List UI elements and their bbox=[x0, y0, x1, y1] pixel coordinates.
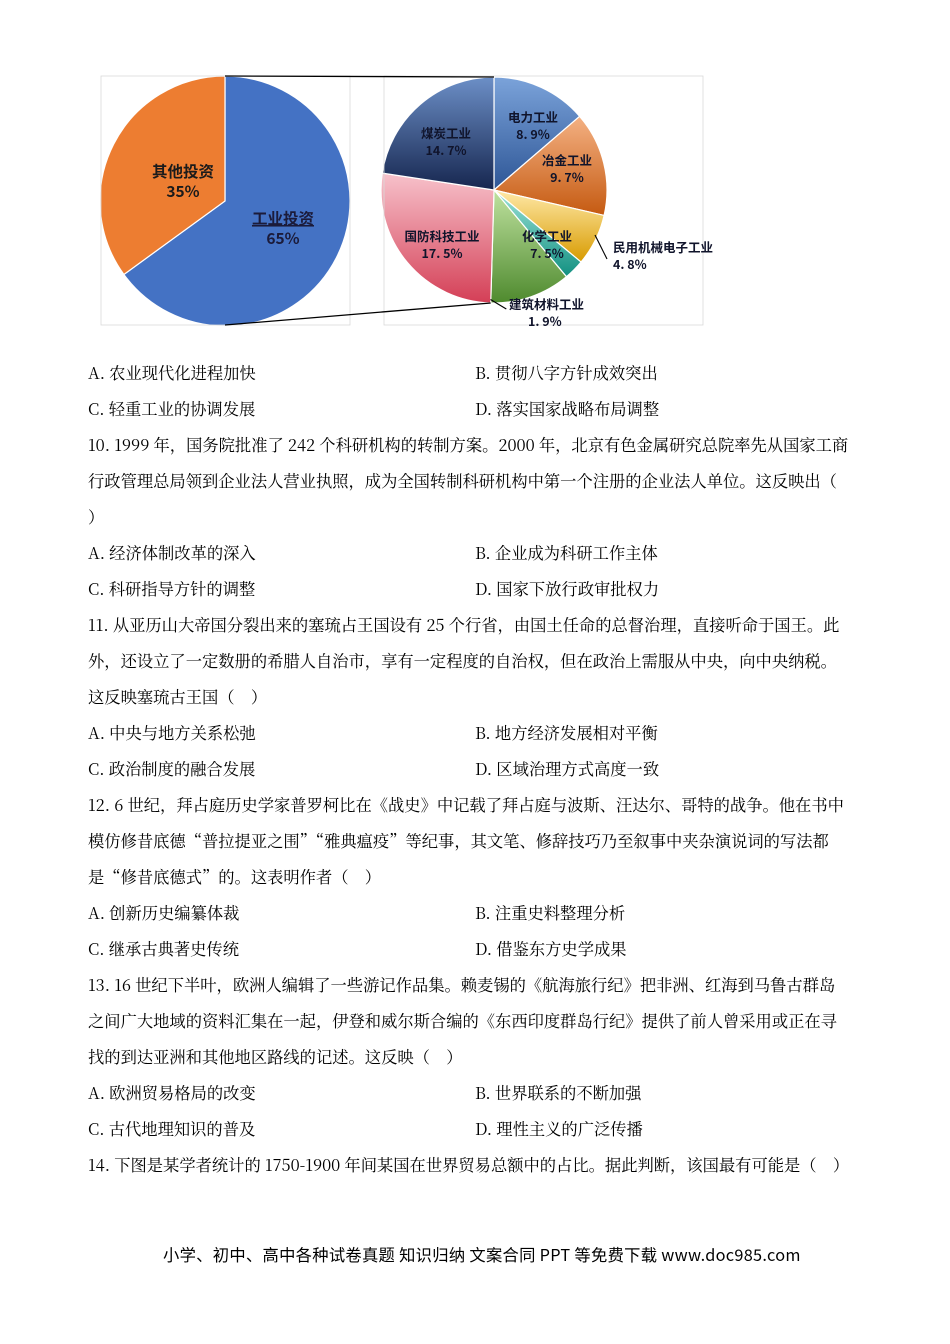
svg-text:17. 5%: 17. 5% bbox=[421, 243, 462, 262]
svg-text:9. 7%: 9. 7% bbox=[550, 167, 584, 186]
svg-text:4. 8%: 4. 8% bbox=[613, 254, 647, 273]
svg-text:35%: 35% bbox=[166, 180, 199, 202]
svg-text:其他投资: 其他投资 bbox=[152, 160, 214, 182]
svg-text:8. 9%: 8. 9% bbox=[516, 124, 550, 143]
svg-text:65%: 65% bbox=[266, 227, 299, 249]
svg-text:7. 5%: 7. 5% bbox=[530, 243, 564, 262]
svg-text:工业投资: 工业投资 bbox=[252, 207, 314, 229]
svg-text:14. 7%: 14. 7% bbox=[425, 140, 466, 159]
svg-text:1. 9%: 1. 9% bbox=[528, 311, 562, 330]
